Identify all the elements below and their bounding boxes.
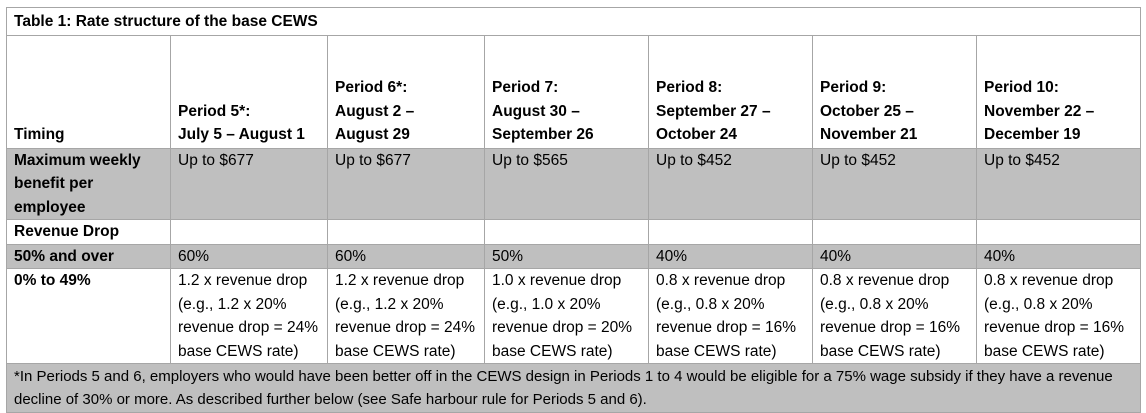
period-8-start: September 27 – [656, 102, 771, 120]
table-title: Table 1: Rate structure of the base CEWS [5, 7, 1142, 36]
max-benefit-cell: Up to $677 [327, 147, 485, 220]
over-50-cell: 40% [812, 243, 977, 269]
under-49-cell: 0.8 x revenue drop (e.g., 0.8 x 20% reve… [648, 268, 813, 364]
max-benefit-row: Maximum weekly benefit per employee Up t… [6, 147, 1142, 220]
footnote: *In Periods 5 and 6, employers who would… [5, 363, 1142, 413]
empty-cell [975, 219, 1142, 245]
header-row: Timing Period 5*: July 5 – August 1 Peri… [6, 34, 1142, 149]
max-benefit-cell: Up to $452 [975, 147, 1142, 220]
period-10-header: Period 10: November 22 – December 19 [975, 34, 1142, 149]
rate-structure-table-container: Table 1: Rate structure of the base CEWS… [5, 7, 1142, 413]
under-49-cell: 0.8 x revenue drop (e.g., 0.8 x 20% reve… [812, 268, 977, 364]
period-10-end: December 19 [984, 126, 1081, 143]
under-49-cell: 0.8 x revenue drop (e.g., 0.8 x 20% reve… [975, 268, 1142, 364]
rate-structure-table: Table 1: Rate structure of the base CEWS… [5, 7, 1142, 413]
period-5-dates: July 5 – August 1 [178, 126, 305, 143]
table-title-row: Table 1: Rate structure of the base CEWS [5, 7, 1142, 36]
period-7-title: Period 7: [492, 79, 559, 96]
revenue-drop-label: Revenue Drop [6, 219, 171, 245]
over-50-label: 50% and over [6, 243, 171, 269]
period-9-header: Period 9: October 25 – November 21 [812, 34, 977, 149]
period-8-header: Period 8: September 27 – October 24 [648, 34, 813, 149]
under-49-cell: 1.2 x revenue drop (e.g., 1.2 x 20% reve… [170, 268, 328, 364]
empty-cell [327, 219, 485, 245]
period-8-title: Period 8: [656, 79, 723, 96]
over-50-cell: 60% [327, 243, 485, 269]
empty-cell [812, 219, 977, 245]
period-7-header: Period 7: August 30 – September 26 [484, 34, 649, 149]
period-6-header: Period 6*: August 2 – August 29 [327, 34, 485, 149]
empty-cell [484, 219, 649, 245]
period-8-end: October 24 [656, 126, 737, 143]
period-7-start: August 30 – [492, 102, 580, 120]
under-49-cell: 1.0 x revenue drop (e.g., 1.0 x 20% reve… [484, 268, 649, 364]
max-benefit-cell: Up to $565 [484, 147, 649, 220]
period-10-title: Period 10: [984, 79, 1059, 96]
over-50-cell: 50% [484, 243, 649, 269]
empty-cell [648, 219, 813, 245]
timing-header: Timing [6, 34, 171, 149]
under-49-cell: 1.2 x revenue drop (e.g., 1.2 x 20% reve… [327, 268, 485, 364]
over-50-cell: 60% [170, 243, 328, 269]
period-5-header: Period 5*: July 5 – August 1 [170, 34, 328, 149]
period-5-title: Period 5*: [178, 102, 251, 120]
period-9-start: October 25 – [820, 102, 914, 120]
period-10-start: November 22 – [984, 102, 1095, 120]
max-benefit-cell: Up to $452 [648, 147, 813, 220]
footnote-row: *In Periods 5 and 6, employers who would… [5, 363, 1142, 413]
revenue-drop-row: Revenue Drop [6, 219, 1142, 245]
under-49-row: 0% to 49% 1.2 x revenue drop (e.g., 1.2 … [6, 268, 1142, 364]
period-9-title: Period 9: [820, 79, 887, 96]
max-benefit-cell: Up to $677 [170, 147, 328, 220]
empty-cell [170, 219, 328, 245]
max-benefit-label: Maximum weekly benefit per employee [6, 147, 171, 220]
period-9-end: November 21 [820, 126, 918, 143]
over-50-row: 50% and over 60% 60% 50% 40% 40% 40% [6, 243, 1142, 269]
period-6-title: Period 6*: [335, 79, 408, 96]
period-6-start: August 2 – [335, 102, 415, 120]
over-50-cell: 40% [648, 243, 813, 269]
period-7-end: September 26 [492, 126, 594, 143]
max-benefit-cell: Up to $452 [812, 147, 977, 220]
under-49-label: 0% to 49% [6, 268, 171, 364]
over-50-cell: 40% [975, 243, 1142, 269]
period-6-end: August 29 [335, 126, 410, 143]
